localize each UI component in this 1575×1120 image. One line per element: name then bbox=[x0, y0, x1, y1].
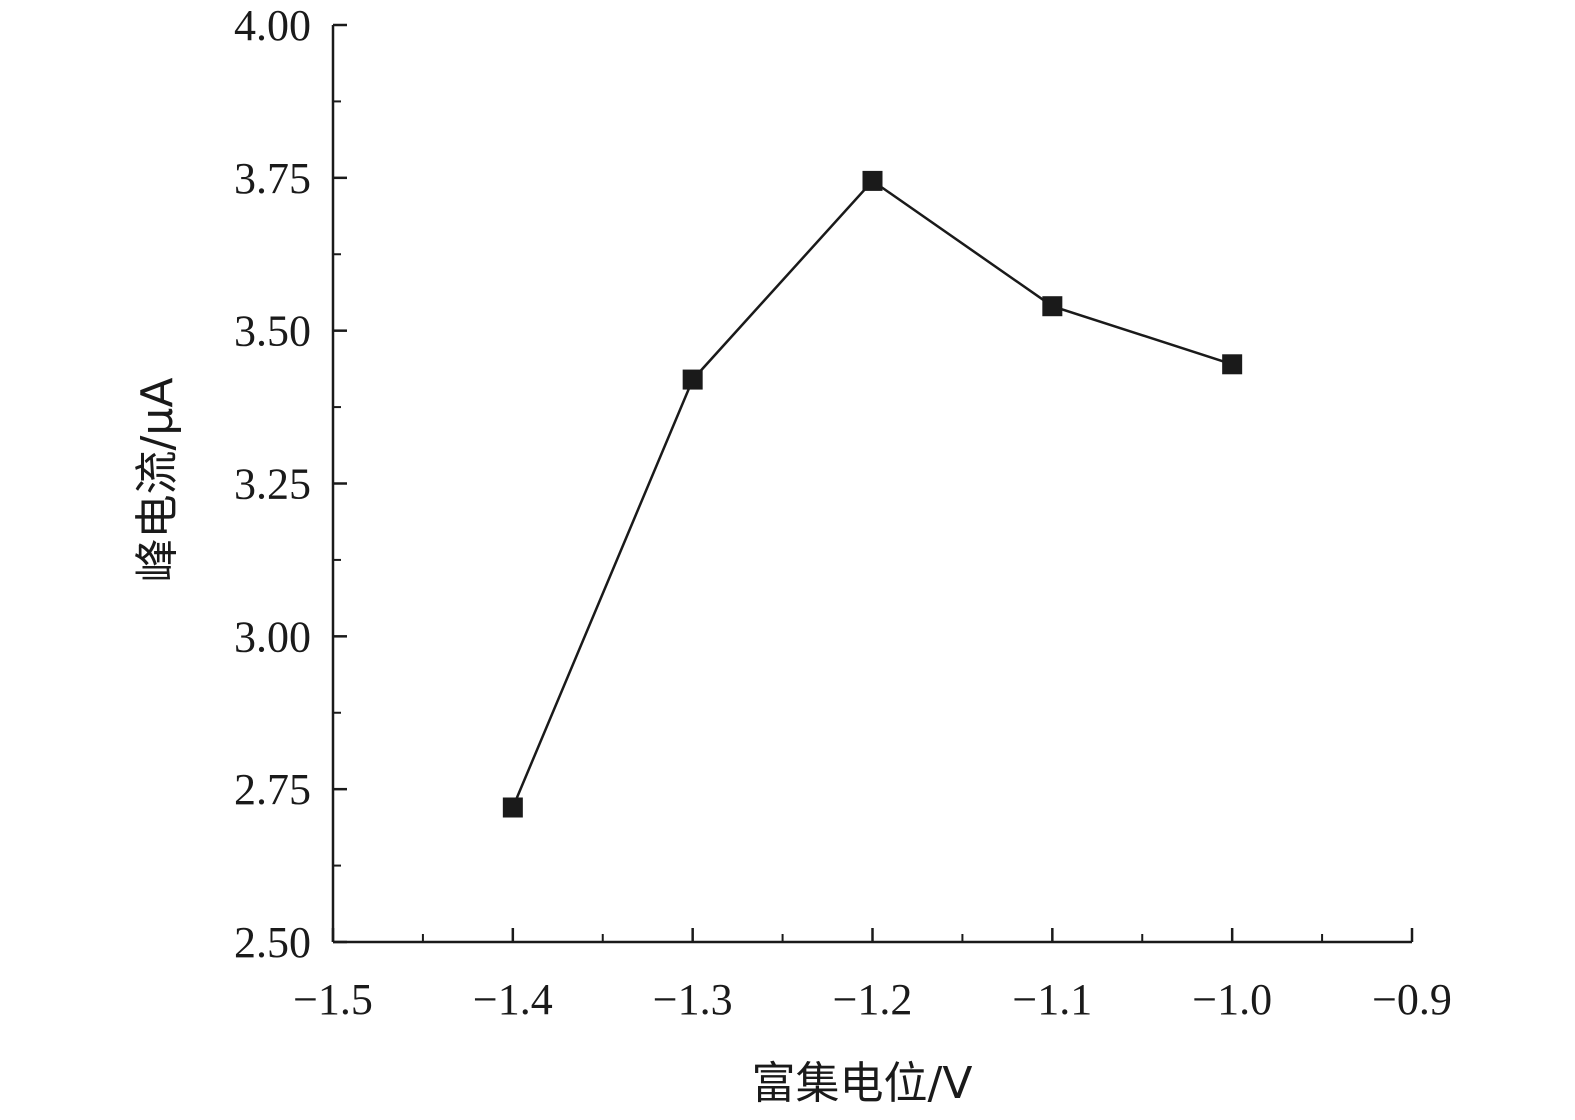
data-point-marker bbox=[682, 369, 703, 390]
y-tick-label: 2.50 bbox=[234, 918, 311, 967]
axes: −1.5 −1.4 −1.3 −1.2 −1.1 −1.0 −0.9 2.50 2.75 3.0… bbox=[234, 1, 1452, 1024]
x-tick-label: −1.2 bbox=[833, 975, 913, 1024]
x-tick-label: −1.5 bbox=[293, 975, 373, 1024]
y-tick-label: 3.00 bbox=[234, 612, 311, 661]
y-axis-label: 峰电流/μA bbox=[132, 378, 183, 583]
y-tick-label: 4.00 bbox=[234, 1, 311, 50]
y-tick-label: 3.75 bbox=[234, 154, 311, 203]
series-layer bbox=[502, 170, 1243, 818]
data-point-marker bbox=[1042, 296, 1063, 317]
y-tick-label: 3.50 bbox=[234, 307, 311, 356]
y-ticks: 2.50 2.75 3.00 3.25 3.50 3.75 4.00 bbox=[234, 1, 347, 967]
x-axis-label: 富集电位/V bbox=[752, 1058, 973, 1109]
y-tick-label: 3.25 bbox=[234, 460, 311, 509]
x-tick-label: −1.4 bbox=[473, 975, 553, 1024]
data-point-marker bbox=[862, 170, 883, 191]
x-tick-label: −1.1 bbox=[1012, 975, 1092, 1024]
y-tick-label: 2.75 bbox=[234, 765, 311, 814]
x-tick-label: −1.0 bbox=[1192, 975, 1272, 1024]
data-point-marker bbox=[1222, 354, 1243, 375]
data-point-marker bbox=[502, 797, 523, 818]
series-line bbox=[511, 179, 1233, 808]
x-tick-label: −1.3 bbox=[653, 975, 733, 1024]
x-tick-label: −0.9 bbox=[1372, 975, 1452, 1024]
x-ticks: −1.5 −1.4 −1.3 −1.2 −1.1 −1.0 −0.9 bbox=[293, 928, 1452, 1024]
